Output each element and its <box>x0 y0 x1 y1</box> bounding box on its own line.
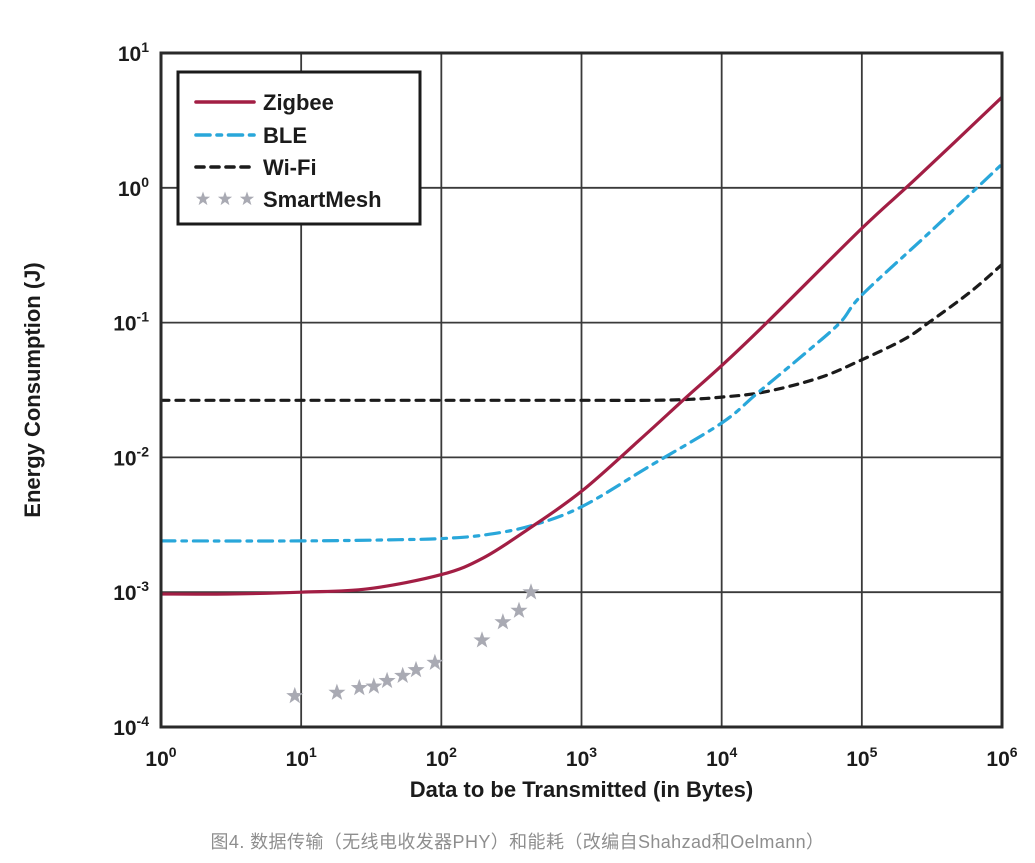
series-wi-fi-line <box>161 262 1002 402</box>
star-marker <box>195 191 211 206</box>
x-tick-label: 104 <box>706 744 737 771</box>
legend-box <box>176 70 422 226</box>
star-marker <box>328 683 346 700</box>
star-marker <box>239 191 255 206</box>
star-marker <box>494 613 512 630</box>
y-tick-label: 10-4 <box>113 713 149 740</box>
y-tick-label: 10-2 <box>113 443 149 470</box>
series-layer <box>161 95 1002 704</box>
y-tick-label: 101 <box>118 39 149 66</box>
series-zigbee-line <box>161 95 1002 596</box>
energy-consumption-chart: 100 101 102 103 104 105 106 101 100 10-1 10-2 10-3 1… <box>0 0 1035 810</box>
series-smartmesh-markers <box>286 583 540 704</box>
plot-border <box>159 51 1004 729</box>
star-marker <box>378 671 396 689</box>
x-tick-label: 101 <box>286 744 317 771</box>
y-axis-ticks: 101 100 10-1 10-2 10-3 10-4 <box>113 39 149 740</box>
x-tick-label: 106 <box>986 744 1017 771</box>
y-tick-label: 100 <box>118 174 149 201</box>
x-tick-label: 105 <box>846 744 877 771</box>
legend-label-ble: BLE <box>263 123 307 148</box>
x-axis-ticks: 100 101 102 103 104 105 106 <box>145 744 1017 771</box>
star-marker <box>407 660 425 678</box>
legend-label-zigbee: Zigbee <box>263 90 334 115</box>
y-axis-label: Energy Consumption (J) <box>20 262 45 517</box>
chart-svg: 100 101 102 103 104 105 10610110010-110-210-31… <box>0 0 1035 810</box>
legend-label-wi-fi: Wi-Fi <box>263 155 317 180</box>
star-marker <box>350 678 368 696</box>
x-tick-label: 102 <box>426 744 457 771</box>
y-tick-label: 10-1 <box>113 309 149 336</box>
star-marker <box>522 583 540 600</box>
star-marker <box>394 666 412 683</box>
star-marker <box>365 677 383 694</box>
x-tick-label: 103 <box>566 744 597 771</box>
star-marker <box>286 686 304 704</box>
star-marker <box>217 191 233 206</box>
legend: Zigbee BLE Wi-Fi SmartMesh <box>176 70 422 226</box>
chart-background <box>0 0 1035 810</box>
figure-caption: 图4. 数据传输（无线电收发器PHY）和能耗（改编自Shahzad和Oelman… <box>210 832 825 852</box>
legend-label-smartmesh: SmartMesh <box>263 187 382 212</box>
x-axis-label: Data to be Transmitted (in Bytes) <box>410 777 754 802</box>
legend-sample-smartmesh <box>195 191 255 206</box>
y-tick-label: 10-3 <box>113 578 149 605</box>
star-marker <box>473 631 491 648</box>
star-marker <box>510 601 528 618</box>
series-ble-line <box>161 162 1002 543</box>
x-tick-label: 100 <box>145 744 176 771</box>
star-marker <box>426 653 444 670</box>
